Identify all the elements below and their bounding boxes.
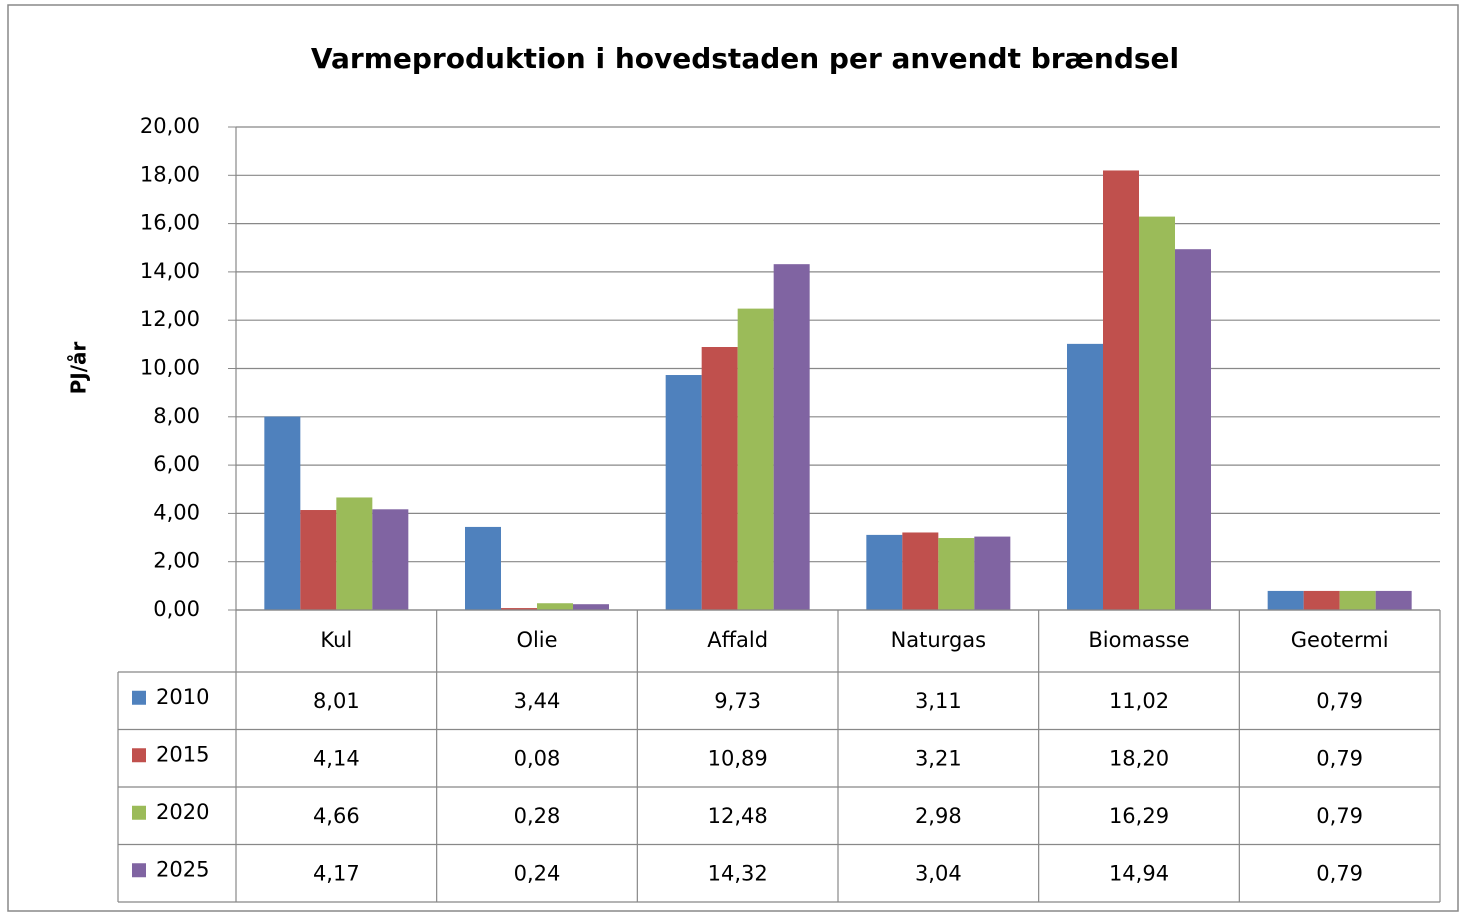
bar (866, 534, 903, 610)
table-value: 0,79 (1316, 804, 1363, 828)
table-value: 14,94 (1109, 861, 1169, 885)
bar (1067, 343, 1103, 610)
legend-swatch (132, 748, 146, 763)
legend-label: 2020 (156, 800, 209, 824)
table-value: 3,11 (915, 689, 962, 713)
x-tick-label: Geotermi (1291, 628, 1389, 652)
table-value: 0,79 (1316, 689, 1363, 713)
bar (1339, 590, 1376, 610)
bar (300, 510, 337, 610)
y-tick-label: 20,00 (140, 114, 200, 138)
legend-swatch (132, 863, 146, 878)
y-tick-label: 4,00 (153, 500, 200, 524)
bar (264, 416, 301, 610)
bar (938, 538, 975, 610)
table-value: 3,21 (915, 746, 962, 770)
table-value: 14,32 (708, 861, 768, 885)
x-tick-label: Affald (707, 628, 768, 652)
bar (336, 497, 373, 610)
table-value: 0,24 (514, 861, 561, 885)
bar (537, 603, 573, 610)
legend-label: 2010 (156, 685, 209, 709)
bar (665, 375, 702, 610)
bar (773, 264, 810, 610)
bar (372, 509, 409, 610)
y-tick-label: 10,00 (140, 356, 200, 380)
table-value: 3,04 (915, 861, 962, 885)
legend-swatch (132, 690, 146, 705)
y-tick-label: 0,00 (153, 597, 200, 621)
table-value: 4,66 (313, 804, 360, 828)
table-value: 0,79 (1316, 861, 1363, 885)
bar (701, 347, 738, 610)
y-tick-label: 16,00 (140, 211, 200, 235)
bar (1267, 590, 1304, 610)
legend-label: 2025 (156, 857, 209, 881)
legend-swatch (132, 805, 146, 820)
table-value: 4,14 (313, 746, 360, 770)
y-tick-label: 12,00 (140, 307, 200, 331)
table-value: 16,29 (1109, 804, 1169, 828)
table-value: 2,98 (915, 804, 962, 828)
y-tick-label: 18,00 (140, 162, 200, 186)
bar (465, 526, 501, 610)
table-value: 12,48 (708, 804, 768, 828)
x-tick-label: Kul (320, 628, 352, 652)
bar (573, 604, 609, 610)
table-value: 4,17 (313, 861, 360, 885)
bar (1103, 170, 1139, 610)
bar (974, 536, 1011, 610)
y-tick-label: 14,00 (140, 259, 200, 283)
y-tick-label: 6,00 (153, 452, 200, 476)
table-value: 10,89 (708, 746, 768, 770)
table-value: 0,08 (514, 746, 561, 770)
table-value: 0,79 (1316, 746, 1363, 770)
y-tick-label: 2,00 (153, 549, 200, 573)
table-value: 9,73 (714, 689, 761, 713)
table-value: 11,02 (1109, 689, 1169, 713)
bar (902, 532, 939, 610)
bar (1139, 216, 1175, 610)
bar (737, 308, 774, 610)
bar (1375, 590, 1412, 610)
x-tick-label: Biomasse (1088, 628, 1189, 652)
bar (501, 608, 537, 610)
table-value: 3,44 (514, 689, 561, 713)
x-tick-label: Naturgas (891, 628, 987, 652)
chart-title: Varmeproduktion i hovedstaden per anvend… (311, 42, 1179, 75)
x-tick-label: Olie (516, 628, 557, 652)
bar (1303, 590, 1340, 610)
bar (1175, 249, 1211, 610)
y-tick-label: 8,00 (153, 404, 200, 428)
y-axis-label: PJ/år (67, 341, 91, 394)
legend-label: 2015 (156, 742, 209, 766)
table-value: 8,01 (313, 689, 360, 713)
table-value: 18,20 (1109, 746, 1169, 770)
table-value: 0,28 (514, 804, 561, 828)
